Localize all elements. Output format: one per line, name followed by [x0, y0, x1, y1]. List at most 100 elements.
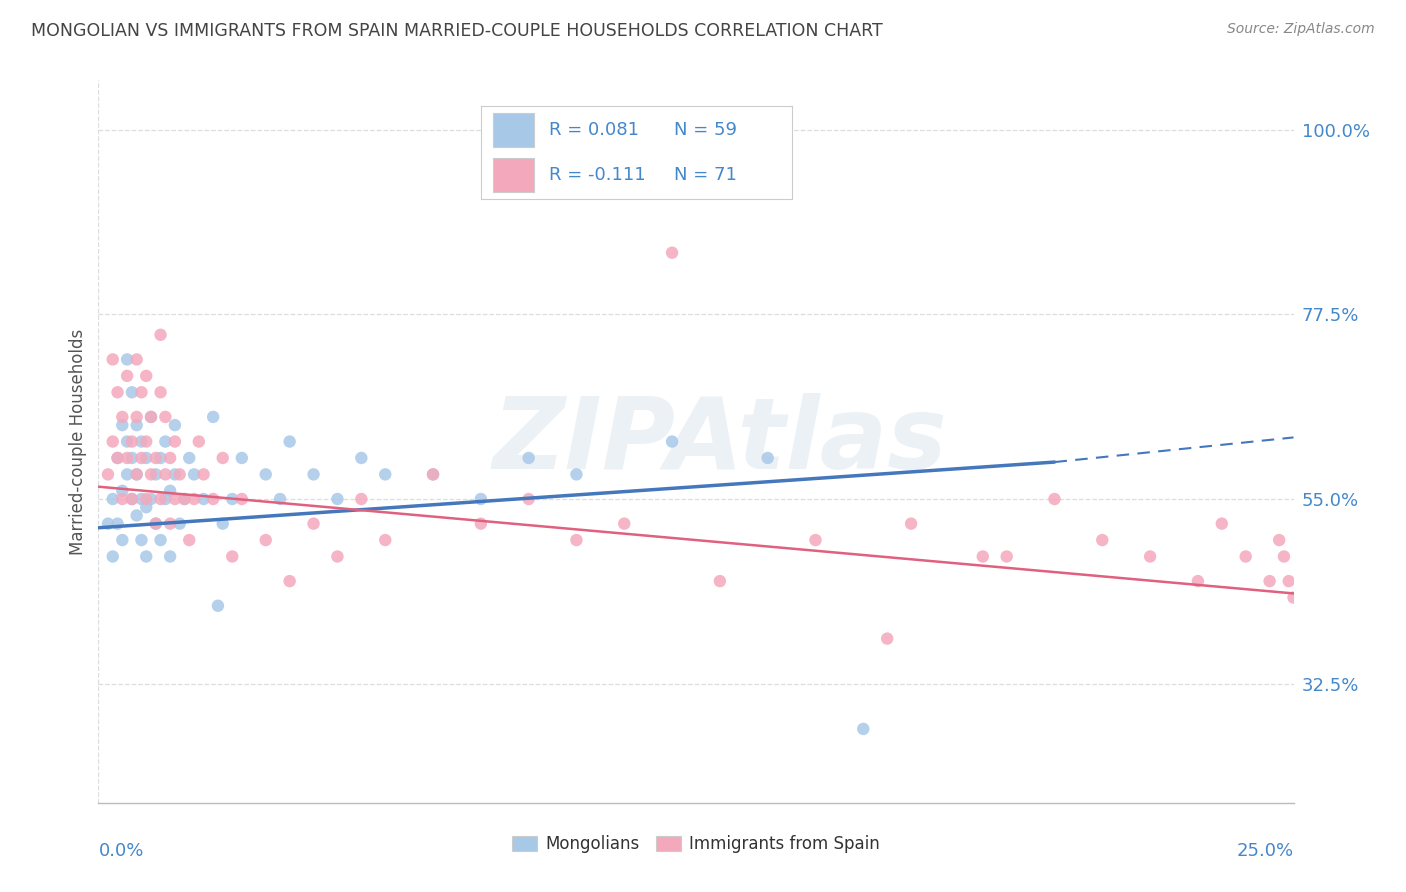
Point	[107, 516, 129, 531]
Point	[115, 450, 138, 465]
Point	[163, 434, 186, 449]
Point	[278, 434, 301, 449]
Point	[517, 450, 540, 465]
Point	[1091, 533, 1114, 547]
Point	[159, 516, 181, 531]
Point	[709, 574, 731, 588]
Point	[972, 549, 994, 564]
Point	[149, 385, 172, 400]
Text: ZIPAtlas: ZIPAtlas	[492, 393, 948, 490]
Point	[211, 450, 233, 465]
Text: Source: ZipAtlas.com: Source: ZipAtlas.com	[1227, 22, 1375, 37]
Point	[125, 508, 148, 523]
Point	[107, 450, 129, 465]
Point	[326, 491, 349, 506]
Point	[111, 409, 134, 424]
Point	[111, 483, 134, 498]
Point	[145, 467, 167, 482]
Point	[115, 434, 138, 449]
Text: 0.0%: 0.0%	[98, 842, 143, 860]
Point	[111, 533, 134, 547]
Point	[173, 491, 195, 506]
Point	[1282, 591, 1305, 605]
Point	[115, 467, 138, 482]
Point	[211, 516, 233, 531]
Point	[756, 450, 779, 465]
Point	[1043, 491, 1066, 506]
Point	[374, 533, 396, 547]
Point	[221, 491, 243, 506]
Point	[131, 434, 153, 449]
Point	[121, 491, 143, 506]
Point	[145, 450, 167, 465]
Point	[139, 491, 162, 506]
Point	[145, 516, 167, 531]
Point	[115, 368, 138, 383]
Point	[565, 533, 588, 547]
Point	[302, 467, 325, 482]
Point	[202, 409, 225, 424]
Point	[183, 467, 205, 482]
Point	[125, 467, 148, 482]
Point	[101, 352, 124, 367]
Point	[149, 491, 172, 506]
Point	[155, 409, 177, 424]
Point	[1278, 574, 1301, 588]
Point	[661, 434, 683, 449]
Point	[613, 516, 636, 531]
Point	[202, 491, 225, 506]
Point	[111, 491, 134, 506]
Point	[193, 491, 215, 506]
Point	[1258, 574, 1281, 588]
Point	[107, 385, 129, 400]
Point	[149, 533, 172, 547]
Point	[470, 491, 492, 506]
Point	[207, 599, 229, 613]
Point	[254, 467, 277, 482]
Point	[169, 516, 191, 531]
Text: 25.0%: 25.0%	[1236, 842, 1294, 860]
Point	[231, 491, 253, 506]
Point	[326, 549, 349, 564]
Point	[139, 409, 162, 424]
Point	[135, 368, 157, 383]
Point	[187, 434, 209, 449]
Point	[149, 450, 172, 465]
Point	[131, 450, 153, 465]
Point	[131, 533, 153, 547]
Point	[163, 467, 186, 482]
Point	[111, 418, 134, 433]
Text: MONGOLIAN VS IMMIGRANTS FROM SPAIN MARRIED-COUPLE HOUSEHOLDS CORRELATION CHART: MONGOLIAN VS IMMIGRANTS FROM SPAIN MARRI…	[31, 22, 883, 40]
Point	[125, 409, 148, 424]
Point	[121, 450, 143, 465]
Point	[1211, 516, 1233, 531]
Point	[101, 434, 124, 449]
Point	[1187, 574, 1209, 588]
Point	[517, 491, 540, 506]
Point	[1272, 549, 1295, 564]
Point	[135, 500, 157, 515]
Y-axis label: Married-couple Households: Married-couple Households	[69, 328, 87, 555]
Point	[374, 467, 396, 482]
Point	[169, 467, 191, 482]
Point	[278, 574, 301, 588]
Point	[145, 516, 167, 531]
Point	[135, 491, 157, 506]
Point	[159, 450, 181, 465]
Point	[155, 491, 177, 506]
Point	[155, 434, 177, 449]
Point	[231, 450, 253, 465]
Point	[135, 450, 157, 465]
Point	[422, 467, 444, 482]
Point	[125, 418, 148, 433]
Point	[350, 491, 373, 506]
Point	[135, 549, 157, 564]
Point	[173, 491, 195, 506]
Point	[97, 516, 120, 531]
Point	[1139, 549, 1161, 564]
Point	[179, 533, 201, 547]
Legend: Mongolians, Immigrants from Spain: Mongolians, Immigrants from Spain	[505, 828, 887, 860]
Point	[139, 409, 162, 424]
Point	[101, 491, 124, 506]
Point	[121, 434, 143, 449]
